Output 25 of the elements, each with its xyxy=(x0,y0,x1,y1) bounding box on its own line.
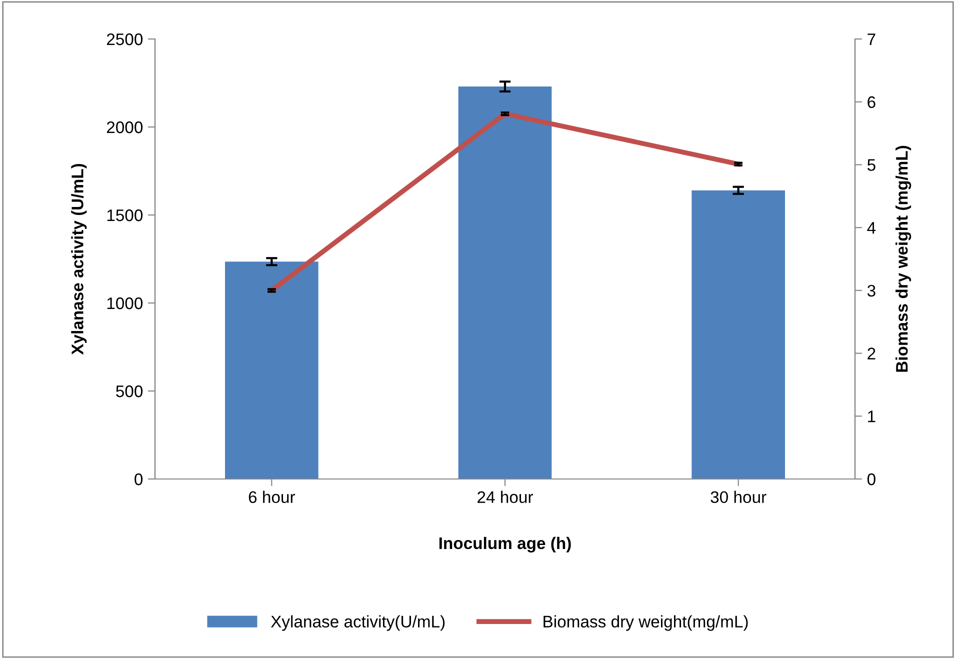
y-tick-label: 2500 xyxy=(106,33,143,46)
y2-tick-label: 6 xyxy=(868,96,876,108)
y2-tick-label: 0 xyxy=(867,473,876,486)
y2-tick-label: 4 xyxy=(867,222,876,234)
y-tick-label: 1000 xyxy=(107,297,143,310)
y2-tick-label: 7 xyxy=(868,34,876,46)
x-axis-title: Inoculum age (h) xyxy=(439,536,571,553)
legend-label: Biomass dry weight(mg/mL) xyxy=(544,615,748,631)
bar xyxy=(225,262,318,479)
y2-tick-label: 2 xyxy=(868,348,876,360)
y-tick-label: 0 xyxy=(134,473,143,486)
y2-axis-title: Biomass dry weight (mg/mL) xyxy=(896,146,912,372)
x-tick-label: 30 hour xyxy=(710,490,766,504)
x-tick-label: 24 hour xyxy=(478,490,533,504)
y-tick-label: 1500 xyxy=(107,209,143,222)
y-tick-label: 500 xyxy=(116,385,143,398)
y-tick-label: 2000 xyxy=(106,121,143,134)
y2-tick-label: 5 xyxy=(867,159,876,171)
y2-tick-label: 3 xyxy=(867,284,876,297)
x-tick-label: 6 hour xyxy=(248,490,296,504)
legend-label: Xylanase activity(U/mL) xyxy=(270,615,445,631)
y2-tick-label: 1 xyxy=(868,410,876,422)
bar xyxy=(458,86,552,479)
y-axis-title: Xylanase activity (U/mL) xyxy=(71,164,87,355)
bar xyxy=(692,190,785,479)
